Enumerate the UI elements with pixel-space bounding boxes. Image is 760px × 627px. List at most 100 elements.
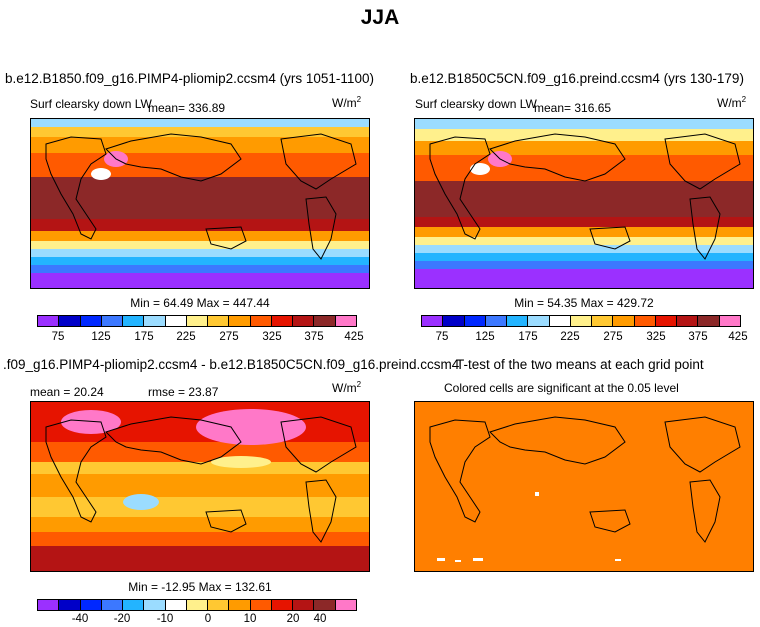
colorbar-box [549,316,571,326]
colorbar-box [507,316,529,326]
panel1-title: b.e12.B1850.f09_g16.PIMP4-pliomip2.ccsm4… [5,71,374,86]
panel2-variable: Surf clearsky down LW [415,97,537,111]
panel1-mean: mean= 336.89 [148,101,226,115]
panel2-colorbar-ticks: 75 125 175 225 275 325 375 425 [421,331,748,345]
panel2-mean: mean= 316.65 [534,101,612,115]
colorbar-tick: 425 [728,331,748,343]
colorbar-tick: 375 [304,331,324,343]
colorbar-box [186,600,209,610]
colorbar-tick: 225 [176,331,196,343]
colorbar-tick: 275 [603,331,623,343]
colorbar-box [698,316,720,326]
panel1-variable: Surf clearsky down LW [30,97,152,111]
colorbar-box [208,600,230,610]
colorbar-box [314,600,336,610]
panel4-subtitle: Colored cells are significant at the 0.0… [444,381,679,395]
colorbar-tick: 75 [51,331,65,343]
colorbar-tick: 125 [91,331,111,343]
colorbar-box [422,316,444,326]
colorbar-box [335,600,356,610]
colorbar-tick: 10 [243,613,257,625]
colorbar-tick: 225 [560,331,580,343]
panel4-map [414,401,754,572]
panel4-title: T-test of the two means at each grid poi… [456,357,704,372]
colorbar-box [186,316,209,326]
panel3-title: .f09_g16.PIMP4-pliomip2.ccsm4 - b.e12.B1… [3,357,460,372]
panel3-mean: mean = 20.24 [30,385,104,399]
colorbar-box [335,316,356,326]
colorbar-box [634,316,656,326]
colorbar-box [59,600,81,610]
panel3-units: W/m2 [332,380,362,395]
colorbar-tick: -40 [71,613,89,625]
panel3-colorbar [37,599,357,611]
colorbar-tick: 75 [435,331,449,343]
colorbar-tick: 325 [262,331,282,343]
colorbar-tick: 0 [204,613,212,625]
colorbar-box [38,600,60,610]
colorbar-tick: -20 [113,613,131,625]
panel2-colorbar [421,315,741,327]
colorbar-tick: 40 [313,613,327,625]
panel2-title: b.e12.B1850C5CN.f09_g16.preind.ccsm4 (yr… [410,71,744,86]
colorbar-box [144,316,166,326]
colorbar-box [80,600,102,610]
colorbar-box [528,316,550,326]
colorbar-box [271,600,294,610]
colorbar-box [613,316,635,326]
colorbar-box [250,600,272,610]
panel3-colorbar-ticks: -40 -20 -10 0 10 20 40 [37,613,357,627]
colorbar-box [165,600,187,610]
colorbar-box [464,316,486,326]
colorbar-box [443,316,465,326]
panel1-colorbar-ticks: 75 125 175 225 275 325 375 425 [37,331,364,345]
panel1-units: W/m2 [332,95,362,110]
panel2-map-field [415,119,753,288]
panel1-minmax: Min = 64.49 Max = 447.44 [130,296,270,310]
colorbar-box [165,316,187,326]
colorbar-tick: 175 [134,331,154,343]
panel4-map-field [415,402,753,571]
colorbar-box [123,316,145,326]
panel1-colorbar [37,315,357,327]
colorbar-box [677,316,699,326]
colorbar-tick: 325 [646,331,666,343]
colorbar-box [208,316,230,326]
colorbar-box [59,316,81,326]
colorbar-box [144,600,166,610]
colorbar-box [250,316,272,326]
colorbar-box [592,316,614,326]
panel2-map [414,118,754,289]
panel2-minmax: Min = 54.35 Max = 429.72 [514,296,654,310]
colorbar-box [229,316,251,326]
colorbar-box [38,316,60,326]
colorbar-box [314,316,336,326]
panel3-minmax: Min = -12.95 Max = 132.61 [128,580,272,594]
colorbar-tick: 175 [518,331,538,343]
colorbar-box [123,600,145,610]
colorbar-box [293,600,315,610]
colorbar-tick: 275 [219,331,239,343]
colorbar-box [101,316,124,326]
significance-fill [415,402,753,571]
colorbar-box [229,600,251,610]
colorbar-box [293,316,315,326]
panel1-map [30,118,370,289]
colorbar-box [485,316,508,326]
figure-title: JJA [360,6,400,29]
panel1-map-field [31,119,369,288]
panel3-map-field [31,402,369,571]
colorbar-tick: 425 [344,331,364,343]
panel3-map [30,401,370,572]
colorbar-box [101,600,124,610]
colorbar-box [271,316,294,326]
panel3-rmse: rmse = 23.87 [148,385,219,399]
colorbar-tick: 125 [475,331,495,343]
colorbar-tick: -10 [156,613,174,625]
colorbar-tick: 375 [688,331,708,343]
panel2-units: W/m2 [717,95,747,110]
colorbar-box [570,316,593,326]
colorbar-box [655,316,678,326]
colorbar-box [80,316,102,326]
colorbar-box [719,316,740,326]
